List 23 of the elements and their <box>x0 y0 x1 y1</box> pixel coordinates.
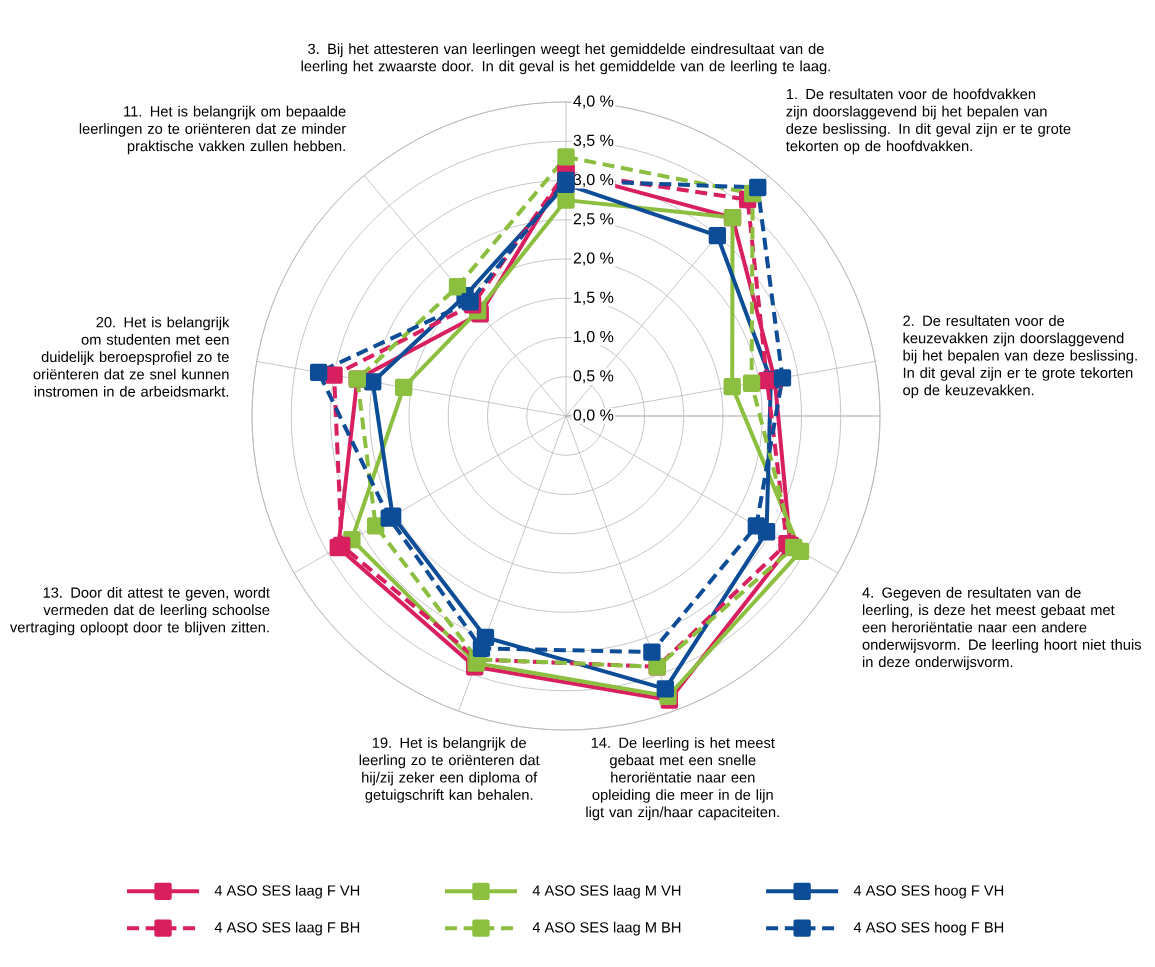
y-tick-label: 0,5 % <box>573 370 614 384</box>
legend-label: 4 ASO SES laag F BH <box>214 921 360 936</box>
legend-label: 4 ASO SES laag F VH <box>214 884 360 899</box>
y-tick-label: 0,0 % <box>573 409 614 423</box>
spoke-label: 1. De resultaten voor de hoofdvakken zijn doorslaggevend bij het bepalen van deze beslissing. In dit geval zijn er te grote tekorten op de hoofdvakken. <box>786 88 1071 155</box>
y-tick-label: 4,0 % <box>573 95 614 109</box>
spoke-label: 19. Het is belangrijk de leerling zo te oriënteren dat hij/zij zeker een diploma of getuigschrift kan behalen. <box>359 737 540 803</box>
legend-label: 4 ASO SES hoog F BH <box>853 921 1004 936</box>
spoke-label: 11. Het is belangrijk om bepaalde leerlingen zo te oriënteren dat ze minder praktische vakken zullen hebben. <box>79 105 346 155</box>
y-tick-label: 1,0 % <box>574 330 614 345</box>
legend-label: 4 ASO SES hoog F VH <box>853 884 1004 899</box>
y-tick-label: 2,5 % <box>573 213 614 227</box>
spoke-label: 2. De resultaten voor de keuzevakken zijn doorslaggevend bij het bepalen van deze beslissing. In dit geval zijn er te grote tekorten op de keuzevakken. <box>903 315 1137 399</box>
y-tick-label: 2,0 % <box>573 252 614 266</box>
y-tick-label: 1,5 % <box>574 291 614 305</box>
spoke-label: 4. Gegeven de resultaten van de leerling, is deze het meest gebaat met een heroriëntatie naar een andere onderwijsvorm. De leerling hoort niet thuis in deze onderwijsvorm. <box>862 587 1142 670</box>
spoke-label: 3. Bij het attesteren van leerlingen weegt het gemiddelde eindresultaat van de leerling het zwaarste door. In dit geval is het gemiddelde van de leerling te laag. <box>301 43 830 75</box>
legend-label: 4 ASO SES laag M BH <box>532 921 681 936</box>
spoke-label: 14. De leerling is het meest gebaat met een snelle heroriëntatie naar een opleiding die meer in de lijn ligt van zijn/haar capaciteiten. <box>586 737 779 821</box>
spoke-label: 13. Door dit attest te geven, wordt vermeden dat de leerling schoolse vertraging oploopt door te blijven zitten. <box>9 587 270 636</box>
spoke-label: 20. Het is belangrijk om studenten met een duidelijk beroepsprofiel zo te oriënteren dat ze snel kunnen instromen in de arbeidsmarkt. <box>33 316 230 397</box>
y-tick-label: 3,5 % <box>573 134 614 148</box>
legend-label: 4 ASO SES laag M VH <box>532 884 681 899</box>
